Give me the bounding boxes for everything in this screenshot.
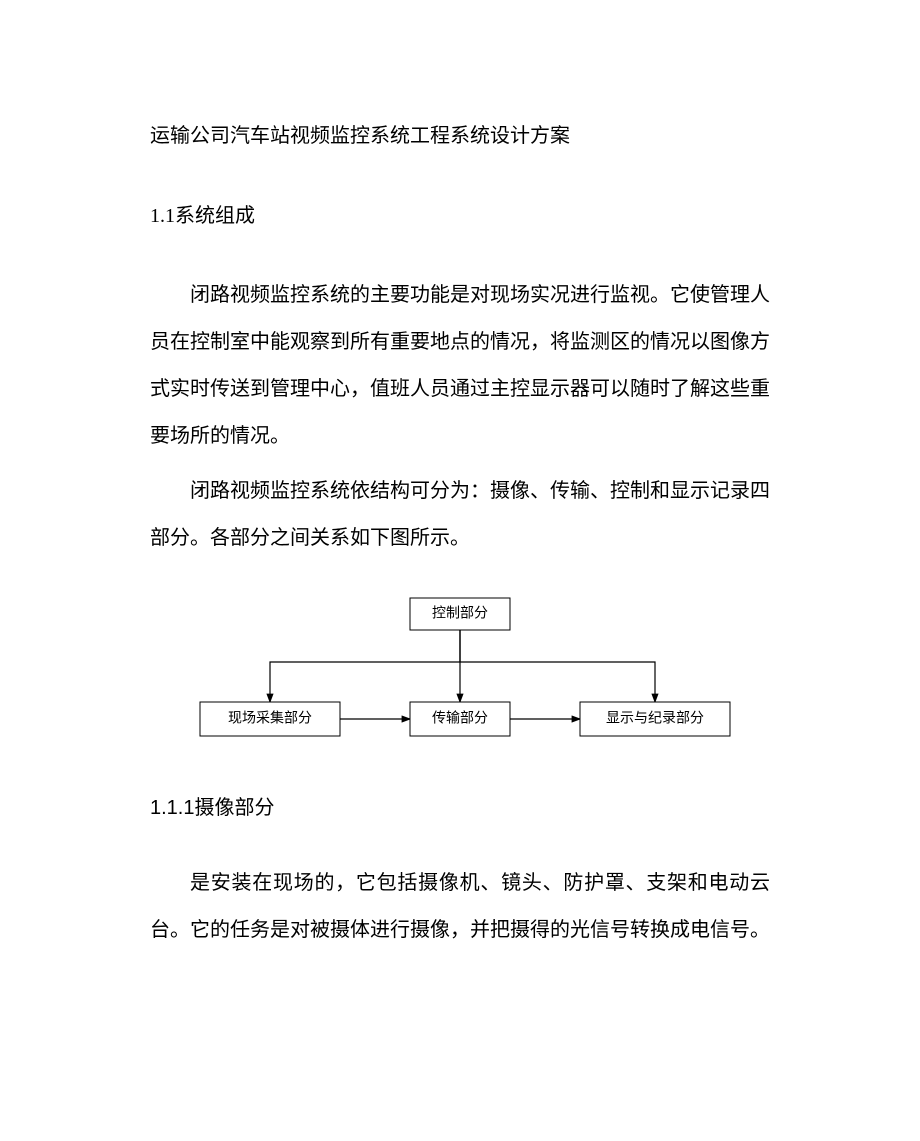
node-label-collect: 现场采集部分 bbox=[228, 710, 312, 727]
document-title: 运输公司汽车站视频监控系统工程系统设计方案 bbox=[150, 120, 770, 152]
node-transmit: 传输部分 bbox=[410, 702, 510, 736]
node-label-display: 显示与纪录部分 bbox=[606, 711, 704, 727]
node-collect: 现场采集部分 bbox=[200, 702, 340, 736]
paragraph-3: 是安装在现场的，它包括摄像机、镜头、防护罩、支架和电动云台。它的任务是对被摄体进… bbox=[150, 860, 770, 954]
node-control: 控制部分 bbox=[410, 598, 510, 630]
paragraph-2: 闭路视频监控系统依结构可分为：摄像、传输、控制和显示记录四部分。各部分之间关系如… bbox=[150, 468, 770, 562]
node-label-control: 控制部分 bbox=[432, 606, 488, 622]
node-label-transmit: 传输部分 bbox=[432, 711, 488, 727]
section-heading-1-1: 1.1系统组成 bbox=[150, 200, 770, 232]
edge-control-to-display bbox=[460, 630, 655, 702]
node-display: 显示与纪录部分 bbox=[580, 702, 730, 736]
subsection-heading-1-1-1: 1.1.1摄像部分 bbox=[150, 792, 770, 824]
system-structure-diagram: 控制部分现场采集部分 传输部分 显示与纪录部分 bbox=[150, 592, 770, 752]
document-page: 运输公司汽车站视频监控系统工程系统设计方案 1.1系统组成 闭路视频监控系统的主… bbox=[0, 0, 920, 1042]
flowchart-svg: 控制部分现场采集部分 传输部分 显示与纪录部分 bbox=[170, 592, 750, 752]
paragraph-1: 闭路视频监控系统的主要功能是对现场实况进行监视。它使管理人员在控制室中能观察到所… bbox=[150, 272, 770, 460]
edge-control-to-collect bbox=[270, 630, 460, 702]
